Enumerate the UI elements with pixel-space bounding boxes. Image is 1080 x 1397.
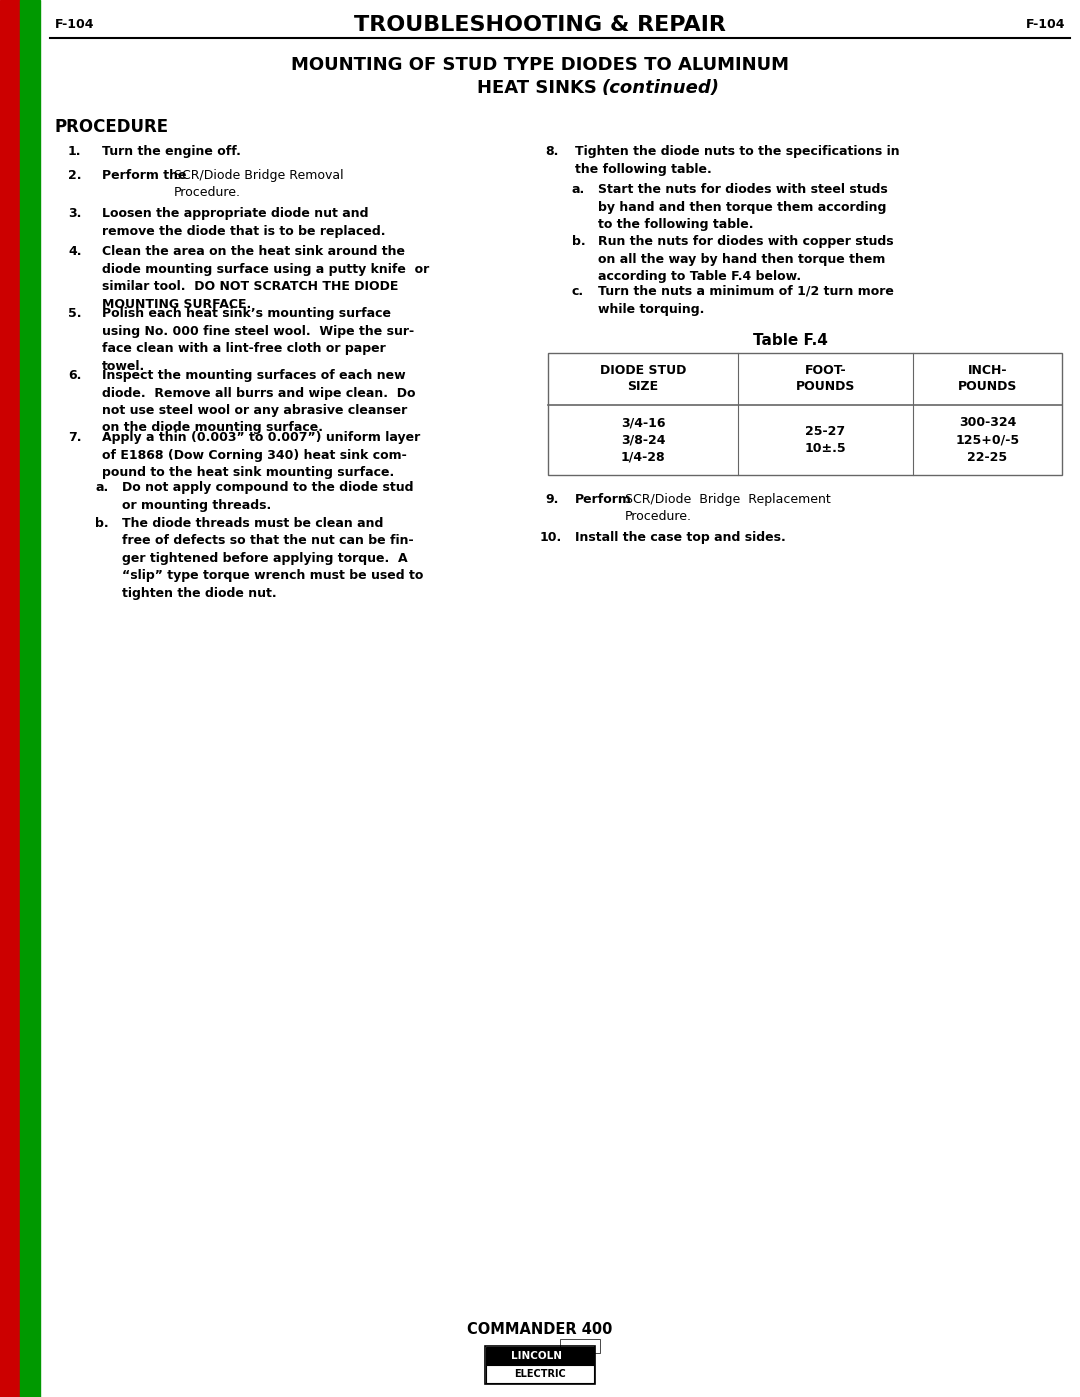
Text: The diode threads must be clean and
free of defects so that the nut can be fin-
: The diode threads must be clean and free… xyxy=(122,517,423,599)
Text: 8.: 8. xyxy=(545,145,558,158)
Bar xyxy=(21,0,40,1397)
Text: PROCEDURE: PROCEDURE xyxy=(55,117,170,136)
Text: SCR/Diode  Bridge  Replacement
Procedure.: SCR/Diode Bridge Replacement Procedure. xyxy=(625,493,831,524)
Bar xyxy=(548,353,1062,475)
Text: HEAT SINKS: HEAT SINKS xyxy=(477,80,603,96)
Text: Run the nuts for diodes with copper studs
on all the way by hand then torque the: Run the nuts for diodes with copper stud… xyxy=(598,235,893,284)
Text: SCR/Diode Bridge Removal
Procedure.: SCR/Diode Bridge Removal Procedure. xyxy=(174,169,343,200)
Text: Loosen the appropriate diode nut and
remove the diode that is to be replaced.: Loosen the appropriate diode nut and rem… xyxy=(102,207,386,237)
Text: LINCOLN: LINCOLN xyxy=(511,1351,562,1361)
Text: c.: c. xyxy=(572,285,584,298)
Text: Polish each heat sink’s mounting surface
using No. 000 fine steel wool.  Wipe th: Polish each heat sink’s mounting surface… xyxy=(102,307,414,373)
Text: 7.: 7. xyxy=(68,432,81,444)
Text: Clean the area on the heat sink around the
diode mounting surface using a putty : Clean the area on the heat sink around t… xyxy=(102,244,429,310)
Text: COMMANDER 400: COMMANDER 400 xyxy=(468,1323,612,1337)
Text: Return to Section TOC: Return to Section TOC xyxy=(5,488,14,602)
Text: Turn the nuts a minimum of 1/2 turn more
while torquing.: Turn the nuts a minimum of 1/2 turn more… xyxy=(598,285,894,316)
Text: DIODE STUD
SIZE: DIODE STUD SIZE xyxy=(599,365,686,394)
Bar xyxy=(561,1338,600,1354)
Text: Return to Master TOC: Return to Master TOC xyxy=(26,489,35,601)
Text: 25-27
10±.5: 25-27 10±.5 xyxy=(805,425,847,455)
Text: INCH-
POUNDS: INCH- POUNDS xyxy=(958,365,1017,394)
Text: 5.: 5. xyxy=(68,307,81,320)
Text: (continued): (continued) xyxy=(602,80,720,96)
Text: F-104: F-104 xyxy=(1026,18,1065,32)
Text: Perform: Perform xyxy=(575,493,632,506)
Text: Tighten the diode nuts to the specifications in
the following table.: Tighten the diode nuts to the specificat… xyxy=(575,145,900,176)
Text: 4.: 4. xyxy=(68,244,81,258)
Text: Apply a thin (0.003” to 0.007”) uniform layer
of E1868 (Dow Corning 340) heat si: Apply a thin (0.003” to 0.007”) uniform … xyxy=(102,432,420,479)
Text: 3.: 3. xyxy=(68,207,81,219)
Text: 2.: 2. xyxy=(68,169,81,182)
Bar xyxy=(485,1345,595,1384)
Bar xyxy=(486,1347,594,1365)
Text: Turn the engine off.: Turn the engine off. xyxy=(102,145,241,158)
Text: Return to Master TOC: Return to Master TOC xyxy=(26,172,35,284)
Bar xyxy=(486,1365,594,1383)
Text: Perform the: Perform the xyxy=(102,169,187,182)
Text: TROUBLESHOOTING & REPAIR: TROUBLESHOOTING & REPAIR xyxy=(354,15,726,35)
Text: a.: a. xyxy=(95,481,108,495)
Text: Return to Section TOC: Return to Section TOC xyxy=(5,774,14,887)
Text: 9.: 9. xyxy=(545,493,558,506)
Text: FOOT-
POUNDS: FOOT- POUNDS xyxy=(796,365,855,394)
Text: MOUNTING OF STUD TYPE DIODES TO ALUMINUM: MOUNTING OF STUD TYPE DIODES TO ALUMINUM xyxy=(291,56,789,74)
Text: 10.: 10. xyxy=(540,531,563,543)
Text: Return to Master TOC: Return to Master TOC xyxy=(26,1160,35,1270)
Text: a.: a. xyxy=(572,183,585,196)
Text: Table F.4: Table F.4 xyxy=(753,332,827,348)
Bar xyxy=(0,0,21,1397)
Text: Do not apply compound to the diode stud
or mounting threads.: Do not apply compound to the diode stud … xyxy=(122,481,414,511)
Text: ELECTRIC: ELECTRIC xyxy=(514,1369,566,1379)
Text: 300-324
125+0/-5
22-25: 300-324 125+0/-5 22-25 xyxy=(956,416,1020,464)
Text: Return to Section TOC: Return to Section TOC xyxy=(5,170,14,284)
Text: b.: b. xyxy=(572,235,585,249)
Text: Install the case top and sides.: Install the case top and sides. xyxy=(575,531,786,543)
Text: Inspect the mounting surfaces of each new
diode.  Remove all burrs and wipe clea: Inspect the mounting surfaces of each ne… xyxy=(102,369,416,434)
Text: 1.: 1. xyxy=(68,145,81,158)
Text: b.: b. xyxy=(95,517,109,529)
Text: ®: ® xyxy=(584,1348,592,1356)
Text: F-104: F-104 xyxy=(55,18,95,32)
Text: Start the nuts for diodes with steel studs
by hand and then torque them accordin: Start the nuts for diodes with steel stu… xyxy=(598,183,888,231)
Text: 6.: 6. xyxy=(68,369,81,381)
Text: 3/4-16
3/8-24
1/4-28: 3/4-16 3/8-24 1/4-28 xyxy=(621,416,665,464)
Text: Return to Master TOC: Return to Master TOC xyxy=(26,774,35,886)
Text: Return to Section TOC: Return to Section TOC xyxy=(5,1158,14,1271)
